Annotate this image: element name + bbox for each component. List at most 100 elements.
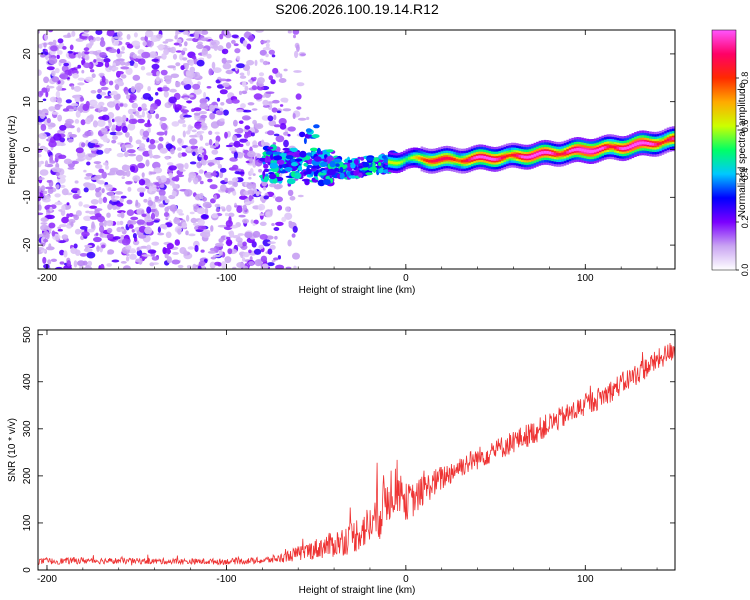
- heatmap-cell: [225, 60, 233, 64]
- heatmap-cell: [38, 43, 43, 49]
- heatmap-cell: [84, 244, 93, 248]
- heatmap-cell: [40, 249, 46, 253]
- heatmap-cell: [130, 108, 137, 112]
- heatmap-cell: [183, 249, 188, 257]
- heatmap-cell: [463, 159, 466, 163]
- heatmap-cell: [194, 122, 202, 129]
- heatmap-cell: [39, 145, 46, 150]
- heatmap-cell: [100, 127, 108, 133]
- heatmap-cell: [104, 61, 110, 68]
- heatmap-cell: [45, 232, 50, 240]
- colorbar-bar: [711, 29, 737, 271]
- heatmap-cell: [265, 91, 275, 94]
- heatmap-cell: [169, 204, 178, 212]
- heatmap-cell: [232, 177, 239, 183]
- heatmap-cell: [76, 127, 81, 133]
- heatmap-cell: [215, 171, 220, 178]
- heatmap-cell: [88, 205, 98, 209]
- heatmap-cell: [433, 159, 436, 163]
- heatmap-cell: [130, 165, 136, 173]
- colorbar-ticks: 0.0 0.2 0.4 0.6 0.8: [736, 72, 750, 276]
- heatmap-cell: [180, 65, 185, 71]
- heatmap-cell: [55, 90, 61, 99]
- heatmap-cell: [77, 77, 85, 81]
- heatmap-cell: [190, 217, 197, 224]
- heatmap-cell: [207, 251, 217, 254]
- heatmap-cell: [269, 173, 277, 180]
- heatmap-cell: [210, 225, 214, 232]
- heatmap-cell: [48, 126, 53, 130]
- heatmap-cell: [95, 232, 99, 236]
- snr-x-tick-label: -100: [216, 574, 236, 585]
- heatmap-cell: [38, 153, 42, 158]
- heatmap-cell: [262, 99, 269, 106]
- heatmap-cell: [70, 221, 74, 227]
- heatmap-cell: [250, 132, 255, 137]
- heatmap-cell: [141, 172, 145, 178]
- heatmap-cell: [116, 221, 121, 226]
- heatmap-cell: [236, 262, 245, 268]
- heatmap-cell: [164, 206, 169, 213]
- heatmap-cell: [122, 114, 127, 122]
- heatmap-cell: [445, 156, 449, 160]
- heatmap-cell: [378, 168, 384, 174]
- heatmap-cell: [312, 179, 319, 183]
- heatmap-cell: [218, 78, 228, 82]
- heatmap-cell: [516, 154, 519, 158]
- heatmap-cell: [177, 228, 182, 235]
- heatmap-cell: [142, 130, 150, 138]
- heatmap-cell: [306, 152, 313, 156]
- heatmap-cell: [85, 264, 90, 269]
- heatmap-cell: [671, 137, 675, 141]
- heatmap-cell: [334, 167, 339, 172]
- heatmap-cell: [392, 161, 396, 165]
- heatmap-cell: [274, 235, 278, 240]
- heatmap-cell: [140, 36, 146, 41]
- heatmap-cell: [89, 215, 99, 220]
- heatmap-cell: [47, 188, 54, 194]
- heatmap-cell: [54, 266, 64, 269]
- heatmap-cell: [201, 214, 209, 219]
- heatmap-cell: [301, 178, 311, 182]
- heatmap-cell: [65, 118, 74, 125]
- heatmap-cell: [275, 135, 285, 143]
- heatmap-cell: [133, 62, 139, 69]
- heatmap-cell: [214, 131, 220, 135]
- heatmap-cell: [174, 104, 182, 111]
- heatmap-cell: [93, 236, 102, 243]
- heatmap-cell: [326, 156, 334, 162]
- heatmap-cell: [201, 124, 208, 131]
- heatmap-cell: [296, 44, 300, 52]
- heatmap-cell: [196, 59, 205, 67]
- heatmap-cell: [460, 159, 464, 163]
- heatmap-cell: [128, 93, 137, 101]
- heatmap-cell: [108, 48, 118, 53]
- heatmap-cell: [106, 30, 115, 37]
- heatmap-cell: [133, 32, 138, 38]
- heatmap-cell: [255, 30, 264, 33]
- heatmap-cell: [79, 265, 83, 269]
- heatmap-cell: [261, 94, 266, 98]
- heatmap-cell: [111, 90, 118, 96]
- heatmap-cell: [121, 144, 127, 152]
- heatmap-cell: [215, 242, 224, 247]
- heatmap-cell: [217, 45, 224, 52]
- heatmap-cell: [141, 110, 145, 118]
- heatmap-cell: [272, 195, 276, 199]
- heatmap-cell: [192, 263, 197, 269]
- heatmap-cell: [147, 249, 157, 254]
- heatmap-cell: [257, 77, 265, 84]
- heatmap-cell: [125, 245, 132, 250]
- heatmap-cell: [109, 131, 118, 136]
- heatmap-cell: [293, 172, 302, 179]
- heatmap-cell: [126, 94, 131, 100]
- heatmap-cell: [182, 57, 188, 61]
- heatmap-cell: [273, 124, 281, 128]
- heatmap-cell: [165, 143, 173, 150]
- heatmap-cell: [286, 178, 296, 185]
- heatmap-cell: [287, 189, 294, 197]
- heatmap-y-tick-label: -10: [22, 190, 33, 205]
- heatmap-cell: [54, 103, 61, 111]
- heatmap-cell: [227, 180, 234, 185]
- heatmap-cell: [49, 96, 57, 103]
